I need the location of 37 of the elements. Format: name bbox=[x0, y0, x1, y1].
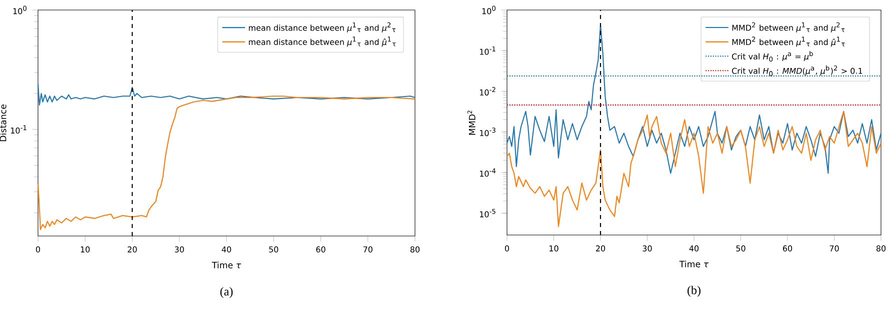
x-tick-label: 10 bbox=[80, 246, 90, 252]
x-tick-label: 50 bbox=[269, 246, 278, 252]
x-tick-label: 80 bbox=[876, 245, 886, 252]
x-tick-label: 40 bbox=[222, 246, 232, 252]
x-tick-label: 70 bbox=[830, 245, 839, 252]
x-tick-label: 20 bbox=[596, 245, 606, 252]
y-tick-label: 10$^{-1}$ bbox=[480, 46, 496, 55]
line-series bbox=[37, 96, 416, 230]
x-tick-label: 30 bbox=[642, 245, 652, 252]
x-tick-label: 10 bbox=[550, 245, 558, 252]
line-series bbox=[37, 83, 416, 106]
x-tick-label: 40 bbox=[689, 245, 699, 252]
x-tick-label: 70 bbox=[363, 246, 372, 252]
text: Crit val H$_{0}$ : MMD(μ$^{a}$, μ$^{b}$)$^{2}$ > 0.1 bbox=[732, 65, 862, 76]
y-tick-label: 10$^{-4}$ bbox=[480, 168, 496, 177]
text: Crit val H$_{0}$ : μ$^{a}$ = μ$^{b}$ bbox=[732, 50, 813, 62]
x-tick-label: 60 bbox=[316, 246, 326, 252]
x-tick-label: 60 bbox=[782, 245, 792, 252]
x-tick-label: 20 bbox=[128, 246, 137, 252]
y-tick-label: 10$^{-3}$ bbox=[480, 128, 496, 136]
x-tick-label: 30 bbox=[174, 246, 184, 252]
text: (b) bbox=[688, 286, 700, 297]
y-tick-label: 10$^{0}$ bbox=[13, 6, 26, 14]
line-series bbox=[506, 24, 882, 174]
x-axis-title: Time τ bbox=[679, 260, 709, 268]
x-tick-label: 0 bbox=[504, 245, 510, 252]
y-tick-label: 10$^{-5}$ bbox=[480, 208, 496, 218]
y-axis-title: Distance bbox=[0, 104, 6, 142]
y-tick-label: 10$^{-1}$ bbox=[10, 125, 26, 134]
y-axis-title: MMD$^{2}$ bbox=[467, 110, 476, 135]
y-tick-label: 10$^{0}$ bbox=[482, 6, 496, 14]
x-tick-label: 80 bbox=[410, 246, 420, 252]
x-tick-label: 0 bbox=[36, 246, 40, 252]
y-tick-label: 10$^{-2}$ bbox=[480, 87, 496, 96]
x-axis-title: Time τ bbox=[212, 262, 242, 268]
x-tick-label: 50 bbox=[736, 245, 746, 252]
text: (a) bbox=[220, 287, 233, 298]
